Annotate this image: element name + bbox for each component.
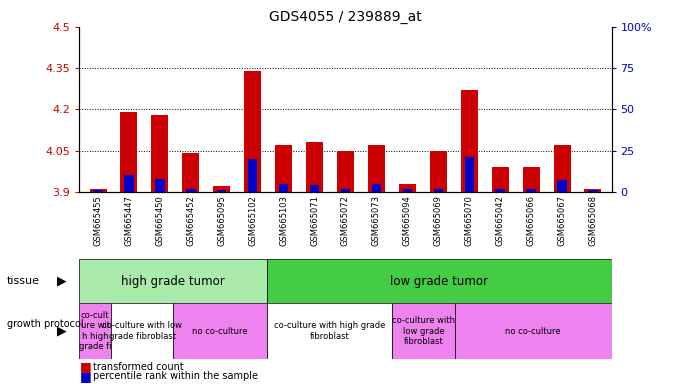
Bar (588, 190, 598, 192)
Bar (372, 184, 381, 192)
Bar (124, 175, 133, 192)
Bar (173, 303, 267, 359)
Bar (248, 159, 257, 192)
Bar (155, 179, 164, 192)
Text: GSM665455: GSM665455 (93, 195, 102, 246)
Bar (79, 259, 267, 303)
Bar (455, 303, 612, 359)
Bar (430, 151, 447, 192)
Bar (217, 190, 227, 192)
Bar (279, 184, 288, 192)
Text: GSM665073: GSM665073 (372, 195, 381, 246)
Bar (275, 145, 292, 192)
Text: GSM665067: GSM665067 (558, 195, 567, 246)
Text: GSM665095: GSM665095 (217, 195, 226, 246)
Bar (403, 189, 412, 192)
Bar (492, 167, 509, 192)
Bar (495, 189, 505, 192)
Text: GSM665072: GSM665072 (341, 195, 350, 246)
Text: ▶: ▶ (57, 325, 67, 338)
Bar (368, 145, 385, 192)
Text: tissue: tissue (7, 276, 40, 286)
Text: ■: ■ (79, 360, 91, 373)
Bar (434, 189, 443, 192)
Text: ■: ■ (79, 370, 91, 383)
Bar (461, 90, 477, 192)
Bar (527, 189, 536, 192)
Bar (464, 157, 474, 192)
Bar (214, 187, 230, 192)
Bar (310, 185, 319, 192)
Bar (151, 115, 169, 192)
Text: co-culture with
low grade
fibroblast: co-culture with low grade fibroblast (392, 316, 455, 346)
Text: GSM665094: GSM665094 (403, 195, 412, 246)
Text: co-cult
ure wit
h high
grade fi: co-cult ure wit h high grade fi (79, 311, 111, 351)
Bar (392, 303, 455, 359)
Text: co-culture with high grade
fibroblast: co-culture with high grade fibroblast (274, 321, 386, 341)
Bar (337, 151, 354, 192)
Text: no co-culture: no co-culture (506, 327, 561, 336)
Text: GSM665042: GSM665042 (495, 195, 504, 246)
Text: GDS4055 / 239889_at: GDS4055 / 239889_at (269, 10, 422, 23)
Text: GSM665450: GSM665450 (155, 195, 164, 246)
Bar (267, 259, 612, 303)
Text: GSM665447: GSM665447 (124, 195, 133, 246)
Text: GSM665452: GSM665452 (187, 195, 196, 246)
Text: high grade tumor: high grade tumor (122, 275, 225, 288)
Text: GSM665069: GSM665069 (434, 195, 443, 246)
Bar (306, 142, 323, 192)
Bar (244, 71, 261, 192)
Bar (585, 189, 601, 192)
Text: percentile rank within the sample: percentile rank within the sample (93, 371, 258, 381)
Bar (522, 167, 540, 192)
Text: growth protocol: growth protocol (7, 318, 84, 329)
Text: GSM665102: GSM665102 (248, 195, 257, 246)
Bar (111, 303, 173, 359)
Text: GSM665103: GSM665103 (279, 195, 288, 246)
Bar (267, 303, 392, 359)
Bar (186, 189, 196, 192)
Bar (120, 112, 138, 192)
Text: low grade tumor: low grade tumor (390, 275, 489, 288)
Text: GSM665066: GSM665066 (527, 195, 536, 246)
Text: GSM665068: GSM665068 (589, 195, 598, 246)
Text: transformed count: transformed count (93, 362, 184, 372)
Text: ▶: ▶ (57, 275, 67, 288)
Text: no co-culture: no co-culture (193, 327, 248, 336)
Bar (399, 184, 416, 192)
Bar (93, 190, 103, 192)
Bar (558, 180, 567, 192)
Bar (341, 189, 350, 192)
Bar (553, 145, 571, 192)
Text: GSM665071: GSM665071 (310, 195, 319, 246)
Bar (90, 189, 106, 192)
Text: GSM665070: GSM665070 (465, 195, 474, 246)
Text: co-culture with low
grade fibroblast: co-culture with low grade fibroblast (102, 321, 182, 341)
Bar (79, 303, 111, 359)
Bar (182, 154, 199, 192)
